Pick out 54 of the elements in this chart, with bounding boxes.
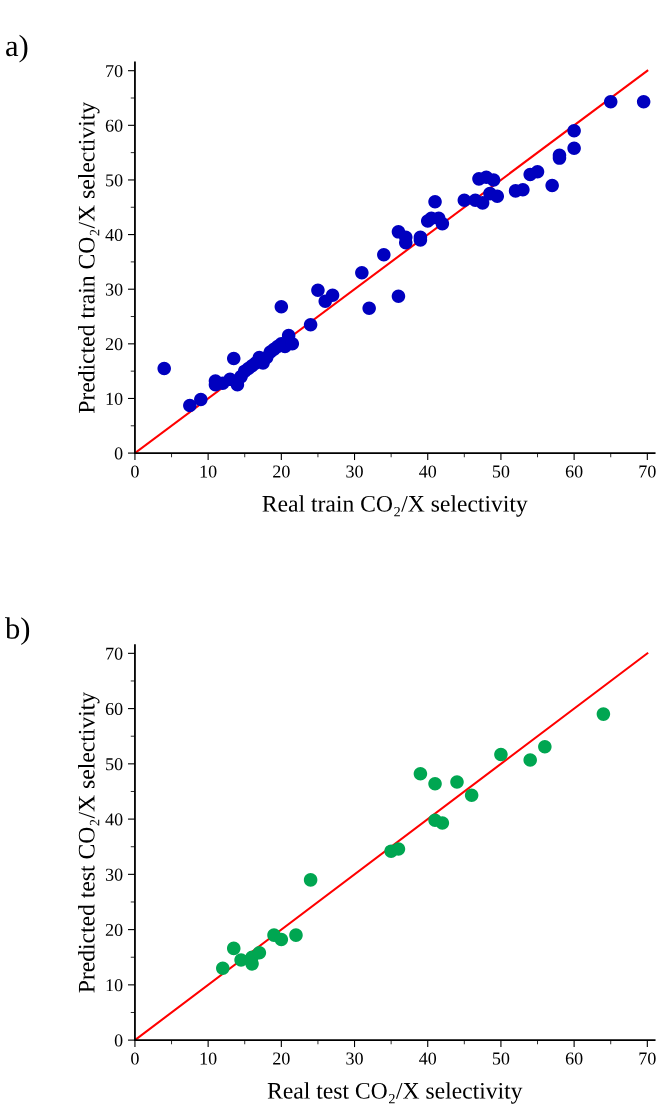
x-axis-title: Real test CO₂/X selectivity [267, 1082, 523, 1104]
point [274, 932, 289, 947]
chart-title: b) [5, 617, 30, 646]
x-tick-label: 20 [273, 1052, 290, 1065]
point [428, 776, 442, 791]
point [435, 816, 450, 830]
point [252, 946, 267, 960]
x-tick-label: 40 [419, 465, 437, 478]
x-tick-label: 10 [200, 465, 217, 478]
point [523, 753, 537, 767]
point [289, 928, 303, 942]
y-tick-label: 50 [106, 758, 123, 771]
y-tick-label: 20 [105, 923, 123, 937]
y-tick-label: 10 [106, 979, 123, 992]
y-tick-label: 0 [114, 1034, 123, 1047]
point [216, 961, 230, 976]
point [538, 739, 552, 754]
y-axis-title: Predicted train CO₂/X selectivity [78, 101, 100, 414]
x-tick-label: 60 [565, 1052, 583, 1065]
y-tick-label: 60 [105, 119, 123, 132]
x-tick-label: 70 [639, 1052, 656, 1065]
y-tick-label: 50 [106, 174, 123, 187]
x-tick-label: 50 [492, 1052, 510, 1065]
point [226, 941, 241, 956]
point [450, 775, 464, 789]
y-tick-label: 70 [106, 64, 123, 78]
point [303, 873, 318, 887]
y-tick-label: 60 [105, 702, 123, 716]
y-tick-label: 10 [106, 392, 123, 405]
y-tick-label: 40 [105, 813, 123, 826]
point [413, 767, 428, 781]
x-tick-label: 30 [346, 465, 363, 478]
chart-title: a) [6, 34, 28, 63]
y-tick-label: 20 [105, 338, 123, 351]
point [391, 842, 406, 856]
point [464, 788, 479, 803]
x-tick-label: 20 [273, 465, 290, 478]
x-tick-label: 40 [419, 1052, 437, 1065]
x-axis-title: Real train CO₂/X selectivity [262, 495, 528, 517]
x-tick-label: 60 [565, 465, 583, 478]
x-tick-label: 50 [492, 465, 510, 478]
y-tick-label: 30 [105, 868, 123, 881]
y-tick-label: 70 [106, 647, 123, 660]
x-tick-label: 10 [200, 1052, 217, 1065]
x-tick-label: 30 [346, 1052, 363, 1065]
y-axis-title: Predicted test CO₂/X selectivity [78, 692, 100, 993]
x-tick-label: 0 [131, 1052, 139, 1065]
point [494, 747, 508, 762]
point [596, 707, 611, 721]
x-tick-label: 0 [131, 465, 139, 478]
y-tick-label: 0 [114, 447, 123, 460]
x-tick-label: 70 [639, 465, 656, 478]
y-tick-label: 30 [105, 283, 123, 296]
y-tick-label: 40 [105, 228, 123, 242]
